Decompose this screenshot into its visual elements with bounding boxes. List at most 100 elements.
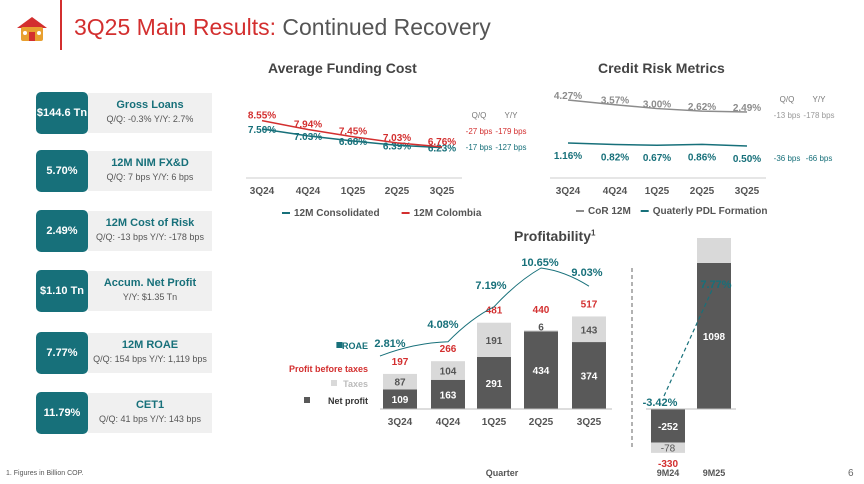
x-tick-label: 2Q25 — [385, 186, 410, 197]
x-tick-label: 4Q24 — [296, 186, 321, 197]
pbt-label: 266 — [440, 344, 457, 355]
bar-taxes — [383, 373, 417, 390]
pbt-label: 481 — [486, 306, 503, 317]
legend-label: Profit before taxes — [289, 364, 368, 374]
roae-label: 4.08% — [427, 319, 458, 331]
kpi-subtitle: Q/Q: 154 bps Y/Y: 1,119 bps — [93, 354, 207, 364]
bar-net-profit-ytd — [697, 262, 731, 409]
taxes-label: 191 — [486, 336, 503, 347]
data-label: 7.94% — [294, 120, 322, 131]
funding-chart-title: Average Funding Cost — [268, 60, 417, 76]
x-tick-label: 1Q25 — [482, 417, 507, 428]
change-yy: -66 bps — [806, 154, 833, 163]
net-profit-label: 1098 — [703, 332, 726, 343]
x-axis-title: Quarter — [486, 468, 519, 478]
data-label: 4.27% — [554, 91, 582, 102]
kpi-title: 12M NIM FX&D — [111, 157, 189, 169]
data-label: 6.68% — [339, 137, 367, 148]
taxes-label: -78 — [661, 444, 676, 455]
kpi-subtitle: Q/Q: -13 bps Y/Y: -178 bps — [96, 232, 204, 242]
bar-net-profit — [524, 331, 558, 409]
x-tick-label: 1Q25 — [645, 186, 670, 197]
data-label: 7.03% — [294, 132, 322, 143]
x-tick-label: 3Q25 — [430, 186, 455, 197]
x-tick-label-ytd: 9M25 — [703, 468, 726, 478]
kpi-title: 12M Cost of Risk — [105, 217, 195, 229]
taxes-label: 87 — [394, 378, 406, 389]
taxes-label: 6 — [538, 322, 544, 333]
kpi-band — [88, 271, 212, 311]
profitability-chart-title: Profitability1 — [514, 228, 596, 244]
data-label: 7.03% — [383, 133, 411, 144]
kpi-subtitle: Q/Q: -0.3% Y/Y: 2.7% — [106, 114, 194, 124]
pbt-label: 197 — [392, 357, 409, 368]
x-tick-label: 3Q24 — [556, 186, 581, 197]
title-divider — [60, 0, 62, 50]
data-label: 0.50% — [733, 154, 761, 165]
credit-risk-chart: 4.27% 3.57% 3.00% 2.62% 2.49% 1.16% 0.82% 0.67%… — [550, 91, 835, 217]
bar-taxes-ytd — [697, 238, 731, 263]
data-label: 0.67% — [643, 153, 671, 164]
kpi-title: Gross Loans — [116, 99, 184, 111]
data-label: 2.62% — [688, 102, 716, 113]
data-label: 6.76% — [428, 137, 456, 148]
x-tick-label: 2Q25 — [529, 417, 554, 428]
x-tick-label: 4Q24 — [603, 186, 628, 197]
legend-label: 12M Colombia — [414, 208, 482, 219]
roae-label: 7.19% — [475, 280, 506, 292]
change-qq: -36 bps — [774, 154, 801, 163]
x-tick-label: 3Q25 — [577, 417, 602, 428]
data-label: 6.23% — [428, 144, 456, 155]
legend-label: CoR 12M — [588, 206, 631, 217]
legend-label: ROAE — [342, 341, 368, 351]
kpi-band — [88, 151, 212, 191]
kpi-value: $144.6 Tn — [36, 92, 88, 134]
house-logo — [17, 17, 47, 41]
bar-taxes — [572, 316, 606, 343]
net-profit-label: 374 — [581, 372, 598, 383]
legend-label: Net profit — [328, 396, 368, 406]
x-tick-label: 3Q24 — [250, 186, 275, 197]
data-label: 3.00% — [643, 100, 671, 111]
net-profit-label: 163 — [440, 390, 457, 401]
data-label: 0.82% — [601, 153, 629, 164]
change-header-yy: Y/Y — [505, 111, 519, 120]
kpi-title: 12M ROAE — [121, 339, 179, 351]
data-label: 7.45% — [339, 127, 367, 138]
kpi-value: 11.79% — [36, 392, 88, 434]
bar-taxes-ytd — [651, 442, 685, 453]
data-label: 6.39% — [383, 141, 411, 152]
page-number: 6 — [848, 468, 854, 479]
series-line-0 — [567, 99, 748, 113]
kpi-title: CET1 — [135, 399, 165, 411]
kpi-subtitle: Y/Y: $1.35 Tn — [122, 292, 178, 302]
data-label: 1.16% — [554, 151, 582, 162]
kpi-band — [88, 211, 212, 251]
x-tick-label-ytd: 9M24 — [657, 468, 680, 478]
roae-line — [379, 267, 590, 357]
kpi-band — [88, 93, 212, 133]
roae-label: 9.03% — [571, 267, 602, 279]
legend-swatch — [304, 397, 310, 403]
bar-taxes — [524, 330, 558, 332]
bar-taxes — [477, 322, 511, 357]
data-label: 7.50% — [248, 125, 276, 136]
change-qq: -17 bps — [466, 143, 493, 152]
kpi-band — [88, 393, 212, 433]
roae-label: 7.77% — [700, 279, 731, 291]
kpi-subtitle: Q/Q: 7 bps Y/Y: 6 bps — [106, 172, 194, 182]
taxes-label: 104 — [440, 367, 457, 378]
bar-net-profit — [477, 356, 511, 409]
taxes-label: 143 — [581, 325, 598, 336]
roae-label: 10.65% — [521, 257, 559, 269]
bar-net-profit — [383, 389, 417, 409]
net-profit-label: 109 — [392, 395, 409, 406]
pbt-label: 517 — [581, 299, 598, 310]
bar-net-profit — [572, 342, 606, 409]
legend-label: Taxes — [343, 379, 368, 389]
legend-label: Quaterly PDL Formation — [653, 206, 768, 217]
series-line-1 — [567, 142, 748, 147]
kpi-value: 2.49% — [36, 210, 88, 252]
x-tick-label: 3Q25 — [735, 186, 760, 197]
kpi-subtitle: Q/Q: 41 bps Y/Y: 143 bps — [99, 414, 201, 424]
